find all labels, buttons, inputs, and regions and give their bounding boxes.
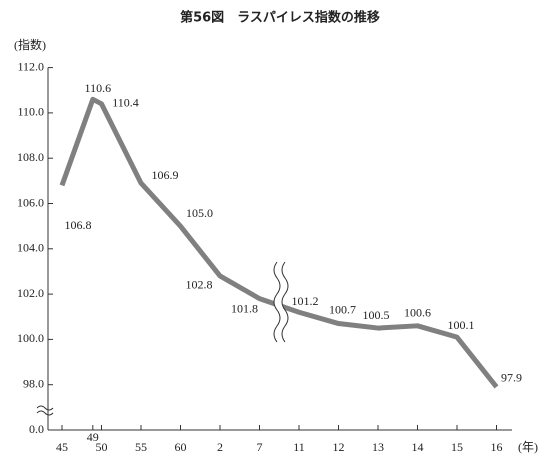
line-break-gap — [274, 262, 288, 342]
y-tick-label: 106.0 — [17, 195, 44, 209]
value-label: 100.7 — [329, 302, 356, 316]
x-tick-label: 12 — [333, 440, 345, 454]
data-line — [59, 96, 499, 389]
value-label: 106.9 — [152, 168, 179, 182]
x-tick-label: 49 — [87, 430, 99, 444]
axis-break-mark — [36, 405, 54, 416]
x-tick-label: 55 — [135, 440, 147, 454]
y-axis-label: (指数) — [14, 37, 46, 52]
plot: 0.098.0100.0102.0104.0106.0108.0110.0112… — [17, 59, 522, 453]
y-tick-label: 110.0 — [17, 105, 44, 119]
y-tick-label: 100.0 — [17, 331, 44, 345]
value-label: 106.8 — [65, 218, 92, 232]
chart-title: 第56図 ラスパイレス指数の推移 — [180, 10, 380, 26]
x-tick-label: 13 — [372, 440, 384, 454]
x-axis-label: (年) — [518, 440, 538, 454]
x-tick-label: 60 — [175, 440, 187, 454]
value-label: 110.4 — [112, 96, 139, 110]
y-tick-label: 0.0 — [29, 422, 44, 436]
y-tick-label: 102.0 — [17, 286, 44, 300]
x-tick-label: 50 — [96, 440, 108, 454]
axis-break — [36, 261, 289, 416]
x-tick-label: 2 — [217, 440, 223, 454]
x-tick-label: 14 — [412, 440, 424, 454]
value-label: 100.6 — [404, 306, 431, 320]
x-tick-label: 16 — [491, 440, 503, 454]
x-tick-label: 45 — [56, 440, 68, 454]
value-label: 105.0 — [186, 206, 213, 220]
y-tick-label: 112.0 — [17, 59, 44, 73]
value-label: 100.5 — [363, 308, 390, 322]
x-tick-label: 15 — [451, 440, 463, 454]
value-label: 110.6 — [85, 81, 112, 95]
y-tick-label: 98.0 — [23, 376, 44, 390]
value-label: 97.9 — [501, 371, 522, 385]
y-tick-label: 108.0 — [17, 150, 44, 164]
y-tick-label: 104.0 — [17, 241, 44, 255]
line-break-mark — [273, 261, 289, 343]
value-label: 100.1 — [448, 318, 475, 332]
value-label: 101.8 — [231, 301, 258, 315]
value-label: 102.8 — [186, 278, 213, 292]
x-tick-label: 11 — [293, 440, 305, 454]
value-label: 101.2 — [292, 294, 319, 308]
x-tick-label: 7 — [257, 440, 263, 454]
